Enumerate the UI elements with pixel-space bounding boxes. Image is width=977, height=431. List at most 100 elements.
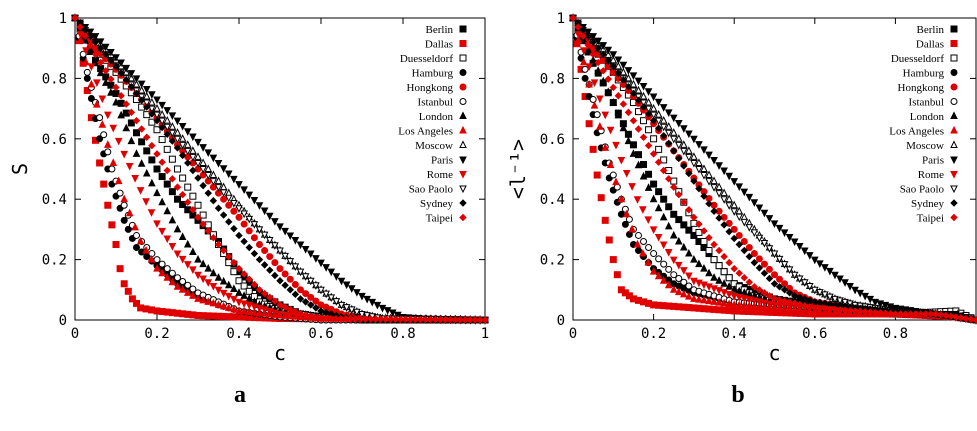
data-point — [209, 178, 218, 186]
data-point — [765, 292, 774, 300]
data-point — [725, 227, 733, 236]
data-point — [245, 227, 253, 235]
legend-label: Moscow — [906, 140, 944, 152]
data-point — [235, 288, 243, 296]
data-point — [765, 300, 774, 309]
data-point — [735, 231, 743, 239]
data-point — [138, 138, 146, 146]
data-point — [183, 147, 192, 156]
data-point — [327, 268, 336, 277]
data-point — [790, 238, 799, 247]
data-point — [634, 247, 642, 255]
data-point — [337, 277, 346, 286]
data-point — [590, 100, 599, 109]
data-point — [740, 301, 749, 309]
data-point — [725, 202, 733, 210]
data-point — [836, 306, 844, 314]
data-point — [886, 309, 895, 318]
data-point — [705, 200, 713, 208]
data-point — [674, 141, 683, 150]
legend-label: Duesseldorf — [891, 53, 944, 65]
data-point — [199, 158, 207, 166]
data-point — [659, 123, 668, 132]
data-point — [199, 295, 207, 304]
data-point — [101, 43, 110, 52]
data-point — [204, 189, 212, 197]
data-point — [301, 246, 310, 254]
data-point — [286, 286, 294, 294]
data-point — [306, 277, 315, 286]
data-point — [153, 103, 161, 112]
data-point — [629, 79, 638, 88]
data-point — [158, 260, 166, 268]
legend-marker — [459, 111, 467, 119]
data-point — [669, 230, 678, 239]
data-point — [127, 73, 136, 82]
data-point — [296, 268, 305, 277]
data-point — [362, 315, 370, 323]
data-point — [680, 278, 688, 286]
data-point — [569, 14, 577, 22]
data-point — [634, 77, 643, 86]
y-tick-label: 0.8 — [540, 71, 565, 87]
data-point — [589, 50, 597, 58]
data-point — [700, 192, 708, 200]
data-point — [147, 209, 156, 217]
data-point — [131, 175, 139, 183]
data-point — [574, 35, 583, 44]
data-point — [639, 171, 648, 180]
data-point — [725, 258, 733, 267]
data-point — [740, 237, 748, 245]
data-point — [720, 196, 728, 204]
data-point — [153, 111, 161, 120]
legend-marker — [950, 40, 958, 47]
data-point — [730, 292, 739, 301]
y-tick-label: 0.2 — [540, 253, 565, 269]
data-point — [137, 125, 146, 133]
data-point — [366, 315, 375, 323]
data-point — [178, 285, 187, 293]
data-point — [601, 143, 610, 151]
data-point — [401, 315, 410, 323]
data-point — [142, 168, 151, 177]
data-point — [664, 280, 673, 289]
data-point — [189, 291, 197, 299]
data-point — [255, 308, 264, 317]
data-point — [720, 298, 728, 307]
data-point — [108, 221, 116, 229]
legend-label: Sao Paolo — [409, 184, 454, 196]
data-point — [204, 297, 213, 305]
data-point — [612, 141, 620, 150]
data-point — [240, 237, 248, 246]
data-point — [730, 285, 739, 293]
data-point — [896, 310, 905, 318]
data-point — [214, 184, 223, 192]
data-point — [476, 316, 484, 324]
data-point — [659, 276, 668, 284]
legend-label: Los Angeles — [889, 126, 944, 138]
data-point — [82, 47, 90, 55]
y-tick-label: 1 — [557, 11, 565, 27]
data-point — [86, 32, 95, 40]
data-point — [86, 28, 95, 37]
data-point — [800, 279, 809, 287]
data-point — [665, 265, 673, 273]
data-point — [599, 67, 607, 75]
data-point — [715, 182, 723, 191]
data-point — [291, 307, 300, 316]
data-point — [133, 244, 140, 252]
data-point — [680, 289, 688, 298]
data-point — [831, 305, 839, 314]
data-point — [755, 264, 764, 272]
data-point — [383, 307, 392, 315]
data-point — [715, 214, 723, 222]
data-point — [745, 296, 754, 304]
data-point — [240, 186, 248, 195]
data-point — [755, 286, 764, 294]
data-point — [785, 298, 794, 306]
data-point — [590, 79, 599, 88]
data-point — [71, 14, 79, 22]
data-point — [629, 72, 638, 80]
data-point — [281, 270, 289, 278]
data-point — [219, 165, 228, 173]
